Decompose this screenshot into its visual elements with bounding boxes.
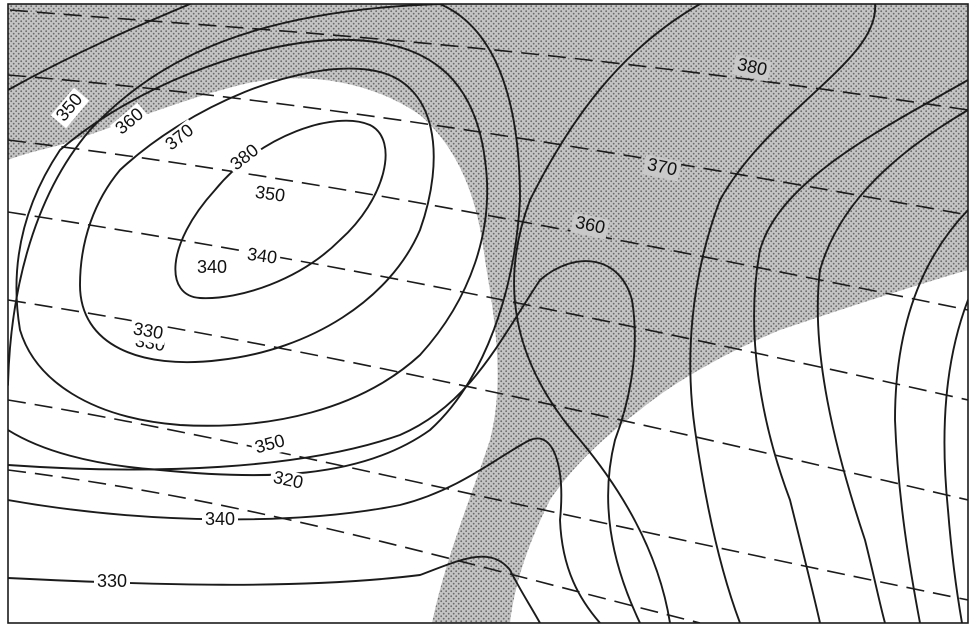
svg-text:340: 340 [246,244,279,268]
contour-label: 320 [268,467,308,495]
contour-label: 350 [250,182,290,208]
solid-contour [513,4,701,623]
contour-label: 380 [732,54,772,82]
solid-contour [943,299,968,623]
solid-contour [8,555,541,623]
solid-contour [816,109,968,623]
contour-label: 330 [128,318,168,345]
svg-text:340: 340 [197,257,227,277]
svg-text:350: 350 [254,182,287,206]
solid-contour [79,67,435,364]
dashed-contour [8,211,968,401]
svg-text:340: 340 [205,509,235,529]
solid-contour [894,209,968,623]
dashed-labels: 380 370 360 350 340 330 [128,54,772,495]
solid-contour [8,4,521,477]
solid-contour [689,4,876,623]
dashed-contour [8,469,701,623]
svg-text:330: 330 [97,571,127,591]
contour-label: 330 [94,571,130,592]
shaded-region [8,4,968,623]
map-frame [7,3,969,624]
solid-contour [15,38,489,427]
dashed-contours [8,9,968,623]
dashed-contour [8,299,968,501]
solid-contour [753,79,968,623]
dashed-contour [9,9,968,111]
contour-label: 340 [242,244,282,270]
dashed-contour [8,139,968,311]
solid-contour [174,119,387,300]
map-content: 380 370 360 350 340 330 [8,4,968,623]
contour-label: 360 [570,212,610,240]
contour-label: 340 [194,257,230,278]
contour-label: 340 [202,509,238,530]
dashed-contour [8,399,968,601]
solid-contour [8,260,641,623]
solid-contour [8,4,191,91]
contour-label: 370 [642,154,682,182]
